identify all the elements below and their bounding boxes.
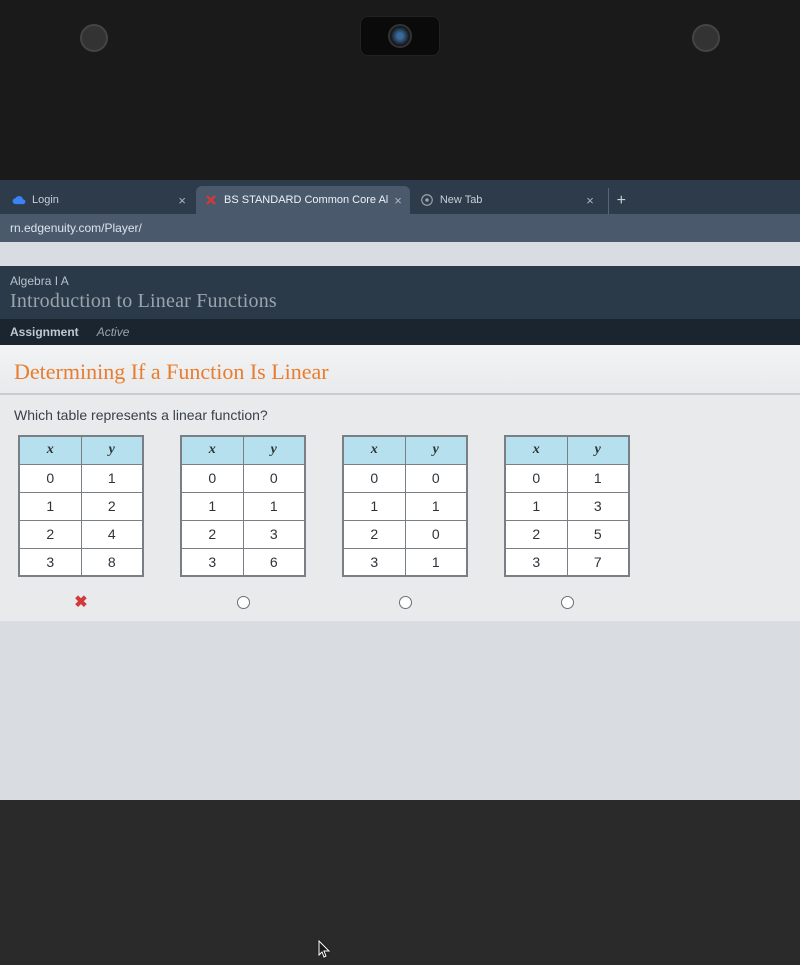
new-tab-button[interactable]: + <box>608 188 634 214</box>
col-x: x <box>181 436 243 464</box>
spacer <box>0 242 800 266</box>
screw-icon <box>692 24 720 52</box>
screen: Login × BS STANDARD Common Core Al × New… <box>0 180 800 800</box>
answer-radio[interactable] <box>561 587 574 617</box>
answer-marker-wrong: ✖ <box>74 587 87 617</box>
assignment-label: Assignment <box>10 325 79 339</box>
lesson-title: Introduction to Linear Functions <box>10 290 790 313</box>
col-y: y <box>81 436 143 464</box>
tab-edgenuity[interactable]: BS STANDARD Common Core Al × <box>196 186 410 214</box>
col-x: x <box>505 436 567 464</box>
col-x: x <box>343 436 405 464</box>
section-title: Determining If a Function Is Linear <box>0 345 800 395</box>
close-icon[interactable]: × <box>394 193 402 208</box>
choice-3[interactable]: xy 00 11 20 31 <box>342 435 468 617</box>
choices-row: xy 01 12 24 38 ✖ xy 00 11 23 36 <box>0 429 800 621</box>
x-icon <box>204 193 218 207</box>
col-y: y <box>405 436 467 464</box>
col-x: x <box>19 436 81 464</box>
col-y: y <box>567 436 629 464</box>
question-text: Which table represents a linear function… <box>0 395 800 429</box>
function-table: xy 00 11 20 31 <box>342 435 468 577</box>
col-y: y <box>243 436 305 464</box>
webcam <box>360 16 440 56</box>
tab-login[interactable]: Login × <box>4 186 194 214</box>
chrome-icon <box>420 193 434 207</box>
x-icon: ✖ <box>74 592 87 612</box>
tab-label: Login <box>32 194 59 206</box>
function-table: xy 01 12 24 38 <box>18 435 144 577</box>
tab-label: BS STANDARD Common Core Al <box>224 194 388 206</box>
course-header: Algebra I A Introduction to Linear Funct… <box>0 266 800 319</box>
function-table: xy 01 13 25 37 <box>504 435 630 577</box>
radio-icon[interactable] <box>561 596 574 609</box>
assignment-status: Active <box>97 325 130 339</box>
radio-icon[interactable] <box>399 596 412 609</box>
assignment-bar: Assignment Active <box>0 319 800 345</box>
choice-4[interactable]: xy 01 13 25 37 <box>504 435 630 617</box>
choice-2[interactable]: xy 00 11 23 36 <box>180 435 306 617</box>
choice-1[interactable]: xy 01 12 24 38 ✖ <box>18 435 144 617</box>
tab-strip: Login × BS STANDARD Common Core Al × New… <box>0 180 800 214</box>
mouse-cursor-icon <box>318 940 332 960</box>
screw-icon <box>80 24 108 52</box>
laptop-bezel <box>0 0 800 180</box>
answer-radio[interactable] <box>399 587 412 617</box>
close-icon[interactable]: × <box>586 193 594 208</box>
answer-radio[interactable] <box>237 587 250 617</box>
radio-icon[interactable] <box>237 596 250 609</box>
function-table: xy 00 11 23 36 <box>180 435 306 577</box>
close-icon[interactable]: × <box>178 193 186 208</box>
course-name: Algebra I A <box>10 274 790 288</box>
tab-label: New Tab <box>440 194 483 206</box>
address-bar[interactable]: rn.edgenuity.com/Player/ <box>0 214 800 242</box>
address-text: rn.edgenuity.com/Player/ <box>10 221 142 235</box>
content-panel: Determining If a Function Is Linear Whic… <box>0 345 800 621</box>
cloud-icon <box>12 193 26 207</box>
camera-lens-icon <box>388 24 412 48</box>
tab-newtab[interactable]: New Tab × <box>412 186 602 214</box>
